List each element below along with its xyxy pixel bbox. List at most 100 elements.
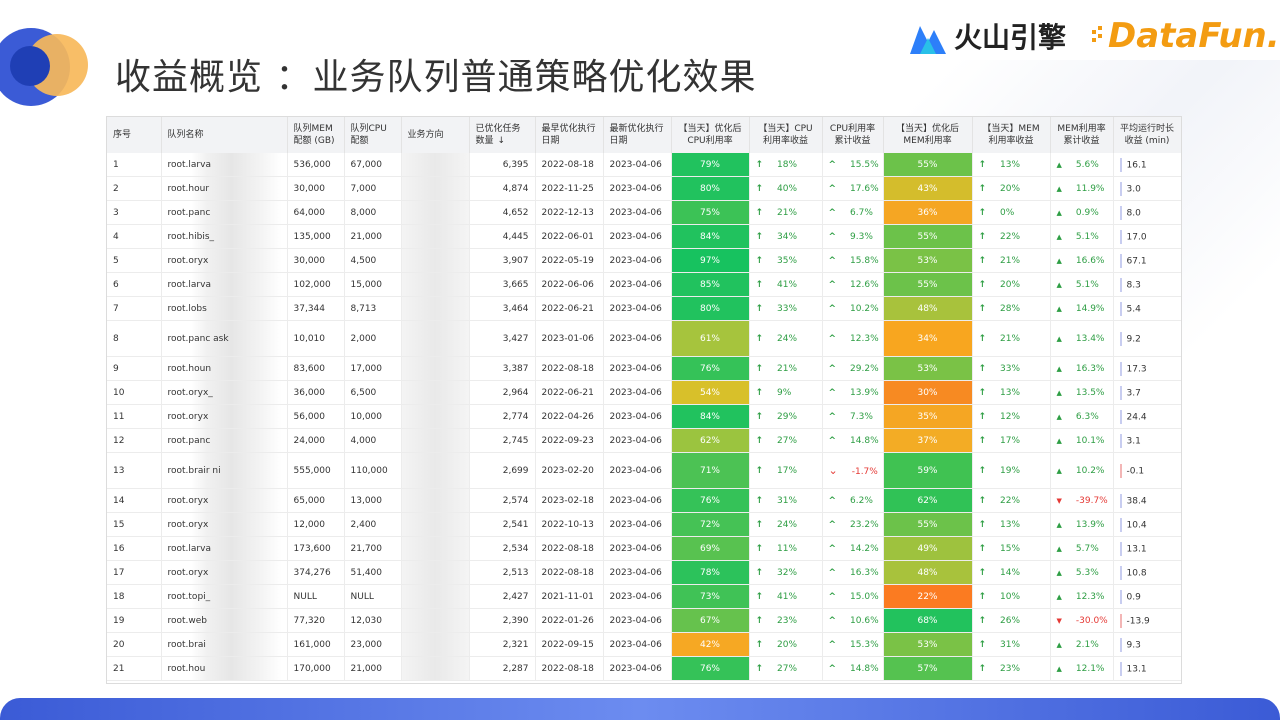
- table-row[interactable]: 20 root.brai 161,000 23,000 2,321 2022-09-15 2…: [107, 632, 1181, 657]
- row-index: 16: [107, 536, 162, 561]
- earliest-date: 2023-02-20: [535, 452, 604, 489]
- table-row[interactable]: 15 root.oryx 12,000 2,400 2,541 2022-10-13 202…: [107, 512, 1181, 537]
- page-title: 收益概览 ：业务队列普通策略优化效果: [115, 57, 757, 98]
- latest-date: 2023-04-06: [603, 488, 672, 513]
- column-header-label: 最新优化执行日期: [609, 124, 664, 146]
- cpu-cumulative-gain: ^ 13.9%: [822, 380, 884, 405]
- cpu-cumulative-gain: ^ 29.2%: [822, 356, 884, 381]
- queue-name: root.oryx_: [161, 380, 288, 405]
- sort-descending-icon[interactable]: ↓: [497, 136, 506, 146]
- column-header[interactable]: 已优化任务数量 ↓: [469, 117, 536, 153]
- cpu-daily-gain: ↑ 41%: [749, 272, 823, 297]
- chevron-up-icon: ^: [828, 183, 837, 194]
- arrow-up-icon: ↑: [755, 591, 764, 602]
- column-header[interactable]: 业务方向: [401, 117, 470, 153]
- table-row[interactable]: 14 root.oryx 65,000 13,000 2,574 2023-02-18 20…: [107, 488, 1181, 513]
- optimized-task-count: 2,699: [469, 452, 536, 489]
- business-direction-redacted: [401, 560, 470, 585]
- cpu-quota: 23,000: [344, 632, 402, 657]
- column-header[interactable]: 【当天】优化后CPU利用率: [671, 117, 750, 153]
- runtime-value: 8.0: [1126, 208, 1141, 218]
- table-row[interactable]: 4 root.hibis_ 135,000 21,000 4,445 2022-06-01…: [107, 224, 1181, 249]
- runtime-gain: 5.4: [1113, 296, 1181, 321]
- triangle-up-icon: ▲: [1056, 280, 1062, 289]
- triangle-up-icon: ▲: [1056, 520, 1062, 529]
- column-header[interactable]: MEM利用率累计收益: [1050, 117, 1114, 153]
- table-row[interactable]: 19 root.web 77,320 12,030 2,390 2022-01-26 202…: [107, 608, 1181, 633]
- gain-value: 21%: [1000, 333, 1021, 344]
- column-header[interactable]: 队列CPU配额: [344, 117, 402, 153]
- business-direction-redacted: [401, 356, 470, 381]
- mem-daily-gain: ↑ 14%: [972, 560, 1051, 585]
- table-row[interactable]: 7 root.lobs 37,344 8,713 3,464 2022-06-21 2023…: [107, 296, 1181, 321]
- column-header[interactable]: 最新优化执行日期: [603, 117, 672, 153]
- table-row[interactable]: 16 root.larva 173,600 21,700 2,534 2022-08-18…: [107, 536, 1181, 561]
- arrow-up-icon: ↑: [978, 255, 987, 266]
- column-header[interactable]: 【当天】MEM利用率收益: [972, 117, 1051, 153]
- gain-value: -39.7%: [1075, 495, 1108, 506]
- gain-value: 5.1%: [1075, 279, 1099, 290]
- mem-quota: 12,000: [287, 512, 345, 537]
- cpu-daily-gain: ↑ 29%: [749, 404, 823, 429]
- column-header[interactable]: 【当天】优化后MEM利用率: [883, 117, 973, 153]
- table-row[interactable]: 12 root.panc 24,000 4,000 2,745 2022-09-23 202…: [107, 428, 1181, 453]
- cpu-daily-gain: ↑ 33%: [749, 296, 823, 321]
- column-header[interactable]: 序号: [107, 117, 162, 153]
- mem-utilization: 49%: [883, 536, 973, 561]
- queue-name: root.lobs: [161, 296, 288, 321]
- arrow-up-icon: ↑: [978, 333, 987, 344]
- arrow-up-icon: ↑: [978, 519, 987, 530]
- cpu-utilization: 80%: [671, 176, 750, 201]
- table-row[interactable]: 5 root.oryx 30,000 4,500 3,907 2022-05-19 2023…: [107, 248, 1181, 273]
- table-row[interactable]: 6 root.larva 102,000 15,000 3,665 2022-06-06 2…: [107, 272, 1181, 297]
- mem-daily-gain: ↑ 23%: [972, 656, 1051, 681]
- mem-quota: 173,600: [287, 536, 345, 561]
- mem-daily-gain: ↑ 15%: [972, 536, 1051, 561]
- table-row[interactable]: 3 root.panc 64,000 8,000 4,652 2022-12-13 2023…: [107, 200, 1181, 225]
- column-header[interactable]: 【当天】CPU利用率收益: [749, 117, 823, 153]
- column-header[interactable]: 队列名称: [161, 117, 288, 153]
- gain-value: 22%: [1000, 231, 1021, 242]
- table-row[interactable]: 17 root.oryx 374,276 51,400 2,513 2022-08-18 2…: [107, 560, 1181, 585]
- earliest-date: 2022-10-13: [535, 512, 604, 537]
- runtime-value: -13.9: [1126, 616, 1150, 626]
- table-row[interactable]: 9 root.houn 83,600 17,000 3,387 2022-08-18 202…: [107, 356, 1181, 381]
- table-row[interactable]: 13 root.brair ni 555,000 110,000 2,699 2023-0…: [107, 452, 1181, 489]
- datafun-logo: DataFun.: [1092, 16, 1280, 56]
- runtime-gain: 10.8: [1113, 560, 1181, 585]
- business-direction-redacted: [401, 224, 470, 249]
- runtime-bar: [1119, 253, 1122, 268]
- gain-value: 21%: [777, 207, 798, 218]
- table-row[interactable]: 1 root.larva 536,000 67,000 6,395 2022-08-18 2…: [107, 153, 1181, 177]
- chevron-up-icon: ^: [828, 615, 837, 626]
- row-index: 11: [107, 404, 162, 429]
- column-header[interactable]: 队列MEM配额 (GB): [287, 117, 345, 153]
- triangle-up-icon: ▲: [1056, 364, 1062, 373]
- earliest-date: 2022-06-21: [535, 380, 604, 405]
- gain-value: 23%: [777, 615, 798, 626]
- column-header[interactable]: CPU利用率累计收益: [822, 117, 884, 153]
- mem-cumulative-gain: ▲ 11.9%: [1050, 176, 1114, 201]
- business-direction-redacted: [401, 452, 470, 489]
- table-row[interactable]: 11 root.oryx 56,000 10,000 2,774 2022-04-26 20…: [107, 404, 1181, 429]
- runtime-value: 38.4: [1126, 496, 1147, 506]
- gain-value: 40%: [777, 183, 798, 194]
- table-row[interactable]: 21 root.hou 170,000 21,000 2,287 2022-08-18 20…: [107, 656, 1181, 681]
- runtime-gain: 24.4: [1113, 404, 1181, 429]
- table-row[interactable]: 18 root.topi_ NULL NULL 2,427 2021-11-01 2023-…: [107, 584, 1181, 609]
- column-header-label: 业务方向: [407, 130, 444, 140]
- earliest-date: 2022-05-19: [535, 248, 604, 273]
- mem-quota: 83,600: [287, 356, 345, 381]
- optimized-task-count: 6,395: [469, 153, 536, 177]
- table-row[interactable]: 8 root.panc ask 10,010 2,000 3,427 2023-01-06…: [107, 320, 1181, 357]
- table-row[interactable]: 2 root.hour 30,000 7,000 4,874 2022-11-25 2023…: [107, 176, 1181, 201]
- table-row[interactable]: 10 root.oryx_ 36,000 6,500 2,964 2022-06-21 20…: [107, 380, 1181, 405]
- triangle-up-icon: ▲: [1056, 208, 1062, 217]
- column-header[interactable]: 平均运行时长收益 (min): [1113, 117, 1181, 153]
- column-header[interactable]: 最早优化执行日期: [535, 117, 604, 153]
- gain-value: 14.9%: [1075, 303, 1105, 314]
- cpu-utilization: 76%: [671, 656, 750, 681]
- runtime-value: 3.7: [1126, 388, 1141, 398]
- gain-value: 21%: [1000, 255, 1021, 266]
- mem-quota: 135,000: [287, 224, 345, 249]
